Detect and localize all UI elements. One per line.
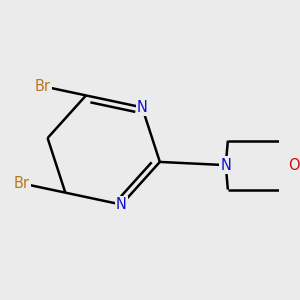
Text: Br: Br: [14, 176, 30, 191]
Text: Br: Br: [34, 79, 50, 94]
Text: O: O: [288, 158, 299, 172]
Text: N: N: [220, 158, 231, 172]
Text: N: N: [137, 100, 148, 115]
Text: N: N: [116, 197, 127, 212]
